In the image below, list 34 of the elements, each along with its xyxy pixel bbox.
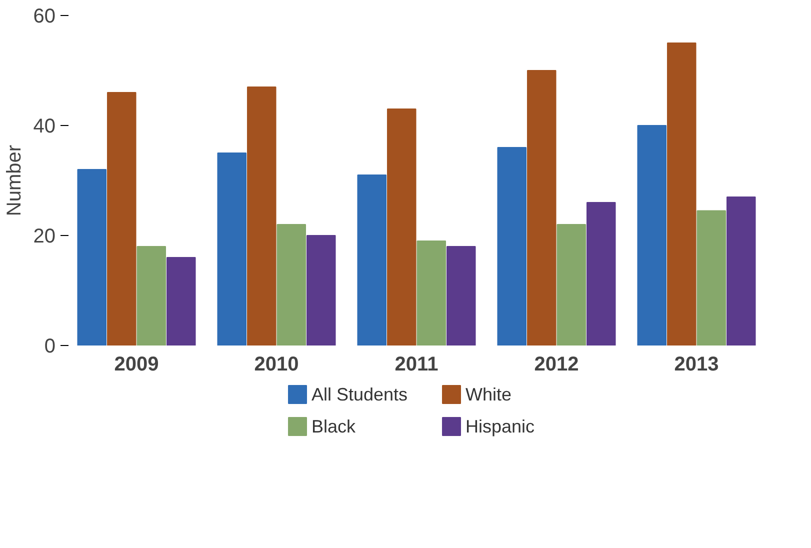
bar	[77, 169, 107, 346]
bar	[276, 224, 306, 346]
bar	[306, 235, 336, 346]
x-tick-label: 2009	[114, 354, 159, 376]
bar	[416, 240, 446, 346]
bar	[357, 174, 387, 346]
legend-label: All Students	[312, 384, 408, 404]
y-axis-title: Number	[3, 144, 26, 216]
bar	[666, 42, 696, 346]
bar	[637, 125, 667, 346]
x-tick-label: 2013	[674, 354, 719, 376]
y-tick-label: 20	[33, 226, 56, 248]
bar	[526, 70, 556, 346]
bar	[217, 152, 247, 346]
x-tick-label: 2012	[534, 354, 579, 376]
y-tick-label: 0	[44, 336, 56, 358]
y-tick-label: 60	[33, 6, 56, 28]
bar	[497, 147, 527, 346]
bar	[586, 202, 616, 346]
bar	[106, 92, 136, 346]
bar	[696, 210, 726, 346]
bar	[166, 257, 196, 346]
legend-label: Black	[312, 416, 357, 436]
bar	[556, 224, 586, 346]
legend-label: Hispanic	[466, 416, 535, 436]
y-tick-label: 40	[33, 116, 56, 138]
x-tick-label: 2010	[254, 354, 299, 376]
bar	[246, 86, 276, 346]
bar	[136, 246, 166, 346]
bar	[726, 196, 756, 346]
bar	[386, 108, 416, 346]
x-tick-label: 2011	[394, 354, 438, 376]
bar	[446, 246, 476, 346]
legend-label: White	[466, 384, 512, 404]
